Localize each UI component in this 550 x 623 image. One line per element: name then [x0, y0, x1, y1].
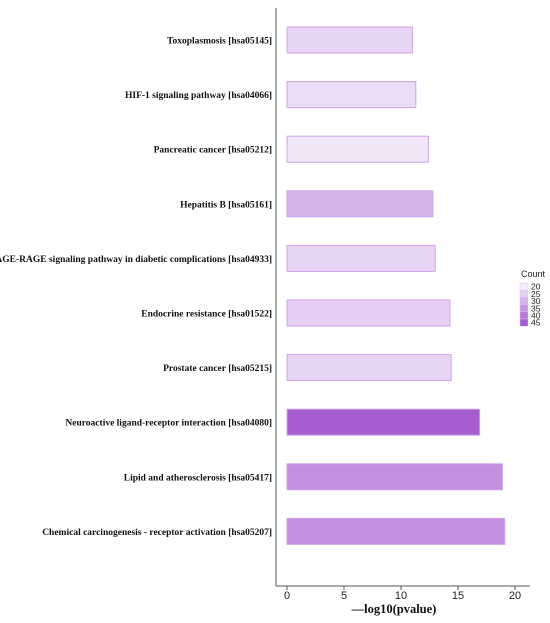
legend-label: 40 — [531, 311, 541, 321]
category-label: Prostate cancer [hsa05215] — [163, 364, 272, 374]
category-label: Neuroactive ligand-receptor interaction … — [65, 419, 272, 429]
bar — [286, 299, 451, 327]
bars-layer — [286, 26, 506, 545]
category-label: Endocrine resistance [hsa01522] — [141, 310, 272, 320]
bar — [286, 244, 436, 272]
bar — [286, 463, 503, 491]
legend-label: 25 — [531, 289, 541, 299]
category-label: AGE-RAGE signaling pathway in diabetic c… — [0, 255, 272, 265]
bar — [286, 190, 434, 218]
legend-title: Count — [521, 269, 546, 279]
x-tick-label: 20 — [509, 590, 521, 602]
category-label: Hepatitis B [hsa05161] — [180, 200, 272, 210]
category-label: Toxoplasmosis [hsa05145] — [167, 37, 272, 47]
category-label: Pancreatic cancer [hsa05212] — [154, 146, 272, 156]
bar — [286, 26, 413, 54]
bar — [286, 517, 506, 545]
x-tick-label: 15 — [452, 590, 464, 602]
legend-swatch — [519, 297, 529, 305]
legend-swatch — [519, 282, 529, 291]
category-label: Chemical carcinogenesis - receptor activ… — [42, 528, 272, 538]
legend-swatches — [519, 282, 529, 327]
legend-label: 30 — [531, 296, 541, 306]
bar — [286, 135, 429, 163]
x-tick-label: 5 — [341, 590, 347, 602]
legend-label: 20 — [531, 282, 541, 292]
legend-swatch — [519, 289, 529, 298]
bar — [286, 408, 481, 436]
x-axis-title: —log10(pvalue) — [351, 602, 437, 616]
legend-swatch — [519, 304, 529, 313]
legend-label: 45 — [531, 318, 541, 328]
legend-label: 35 — [531, 303, 541, 313]
bar — [286, 354, 452, 382]
x-tick-label: 10 — [395, 590, 407, 602]
category-label: Lipid and atherosclerosis [hsa05417] — [124, 473, 272, 483]
bar — [286, 81, 417, 109]
x-tick-label: 0 — [284, 590, 290, 602]
category-label: HIF-1 signaling pathway [hsa04066] — [125, 91, 272, 101]
legend-swatch — [519, 311, 529, 320]
category-labels: Toxoplasmosis [hsa05145] HIF-1 signaling … — [0, 37, 272, 538]
x-ticks: 0 5 10 15 20 — [284, 586, 521, 602]
legend-swatch — [519, 318, 529, 327]
